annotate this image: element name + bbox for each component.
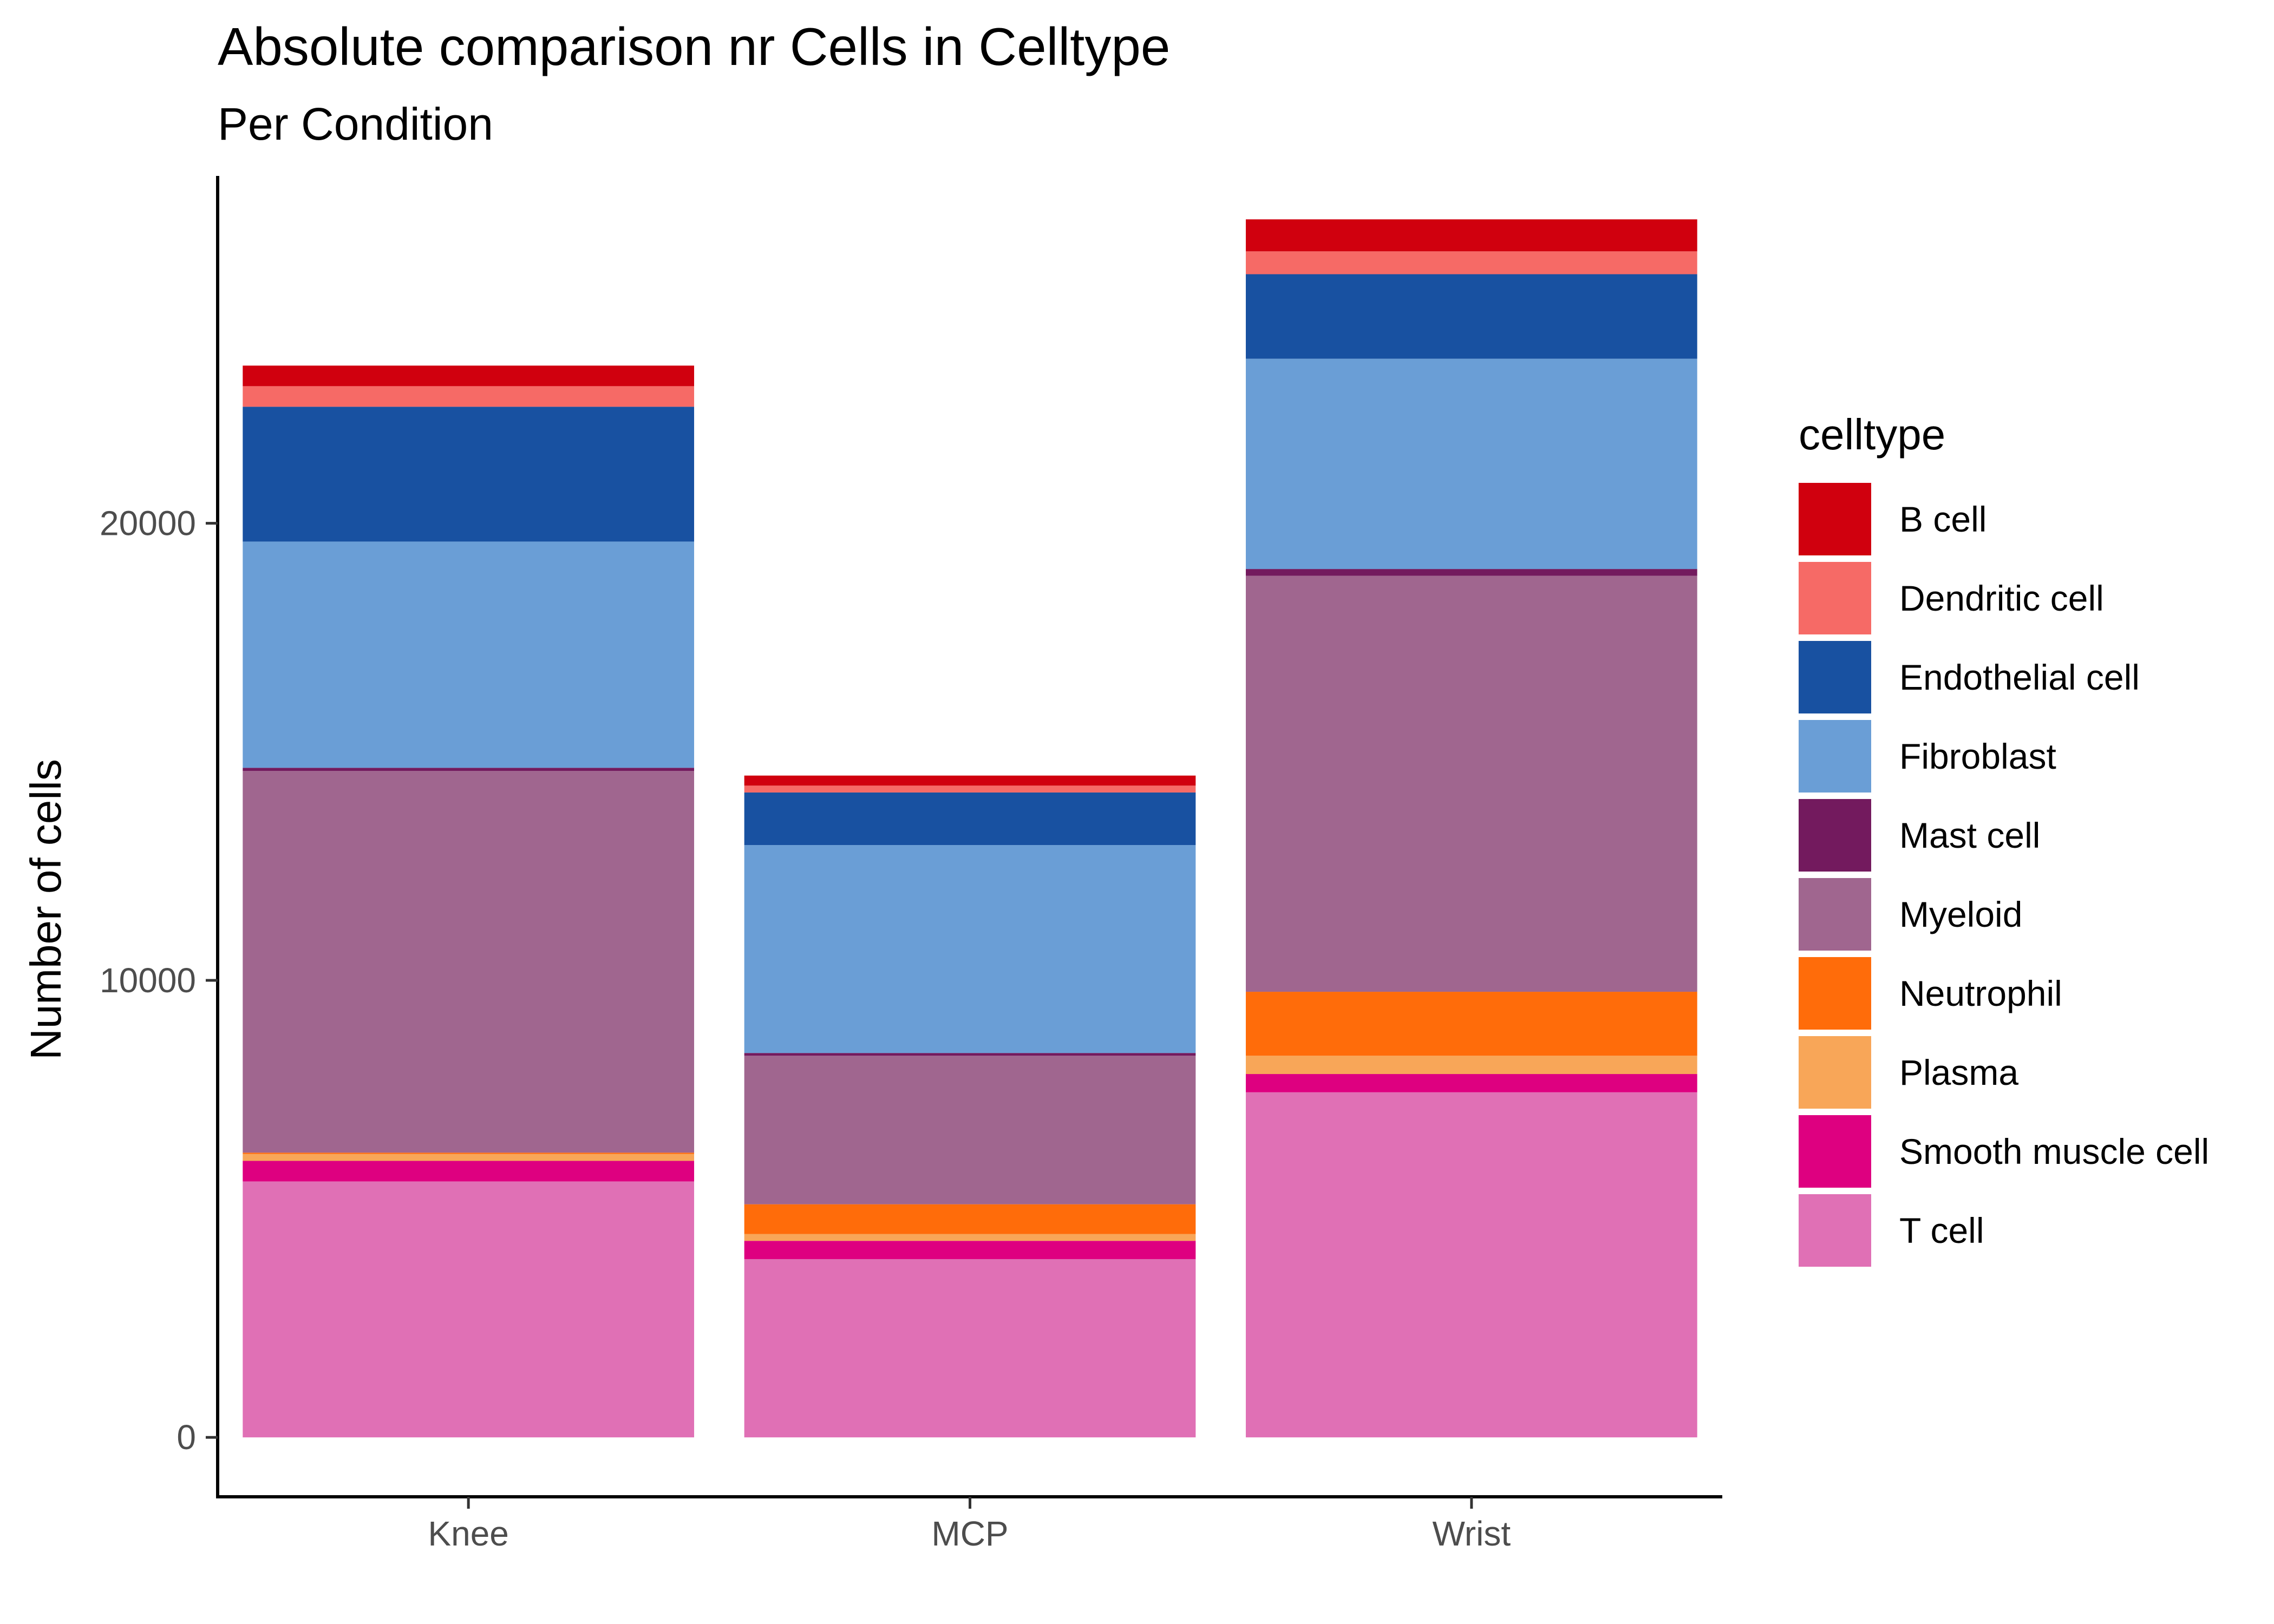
legend-label: Myeloid — [1899, 894, 2022, 934]
bar-segment-knee-plasma — [243, 1154, 695, 1161]
bar-segment-mcp-endothelial-cell — [744, 792, 1196, 846]
bar-segment-mcp-t-cell — [744, 1259, 1196, 1438]
bar-segment-knee-neutrophil — [243, 1152, 695, 1154]
bar-segment-knee-fibroblast — [243, 541, 695, 768]
legend-key-myeloid — [1799, 878, 1871, 951]
legend-key-endothelial-cell — [1799, 641, 1871, 713]
legend-label: Endothelial cell — [1899, 657, 2140, 697]
legend-key-neutrophil — [1799, 957, 1871, 1030]
bar-segment-mcp-myeloid — [744, 1056, 1196, 1204]
bar-segment-knee-smooth-muscle-cell — [243, 1161, 695, 1182]
bar-segment-knee-b-cell — [243, 365, 695, 387]
legend-key-t-cell — [1799, 1194, 1871, 1267]
y-axis-title: Number of cells — [22, 759, 70, 1060]
y-axis-ticks: 0 10000 20000 — [100, 504, 218, 1457]
bar-segment-wrist-dendritic-cell — [1245, 251, 1697, 274]
legend-key-plasma — [1799, 1036, 1871, 1109]
bar-segment-knee-endothelial-cell — [243, 407, 695, 542]
bar-segment-mcp-smooth-muscle-cell — [744, 1241, 1196, 1259]
bar-segment-wrist-smooth-muscle-cell — [1245, 1074, 1697, 1092]
bar-segment-knee-t-cell — [243, 1181, 695, 1438]
legend-key-mast-cell — [1799, 799, 1871, 872]
bar-segment-mcp-neutrophil — [744, 1204, 1196, 1234]
bar-segment-wrist-mast-cell — [1245, 569, 1697, 576]
legend-title: celltype — [1799, 410, 1945, 459]
legend-label: T cell — [1899, 1210, 1984, 1250]
legend-label: Mast cell — [1899, 815, 2040, 855]
bar-segment-wrist-endothelial-cell — [1245, 274, 1697, 359]
bar-stack-group — [243, 219, 1697, 1438]
y-tick-label: 10000 — [100, 961, 196, 1000]
bar-segment-wrist-b-cell — [1245, 219, 1697, 252]
y-tick-label: 0 — [177, 1418, 196, 1457]
y-tick-label: 20000 — [100, 504, 196, 543]
bar-segment-wrist-plasma — [1245, 1056, 1697, 1075]
legend-label: Neutrophil — [1899, 973, 2062, 1013]
bar-segment-wrist-myeloid — [1245, 575, 1697, 992]
legend-label: Plasma — [1899, 1052, 2018, 1092]
bar-segment-wrist-t-cell — [1245, 1092, 1697, 1438]
bar-segment-wrist-neutrophil — [1245, 992, 1697, 1056]
legend-label: Smooth muscle cell — [1899, 1131, 2209, 1171]
legend-label: Dendritic cell — [1899, 578, 2104, 618]
bar-segment-knee-dendritic-cell — [243, 386, 695, 407]
legend: celltype B cell Dendritic cell Endothelial… — [1799, 410, 2209, 1267]
bar-segment-mcp-dendritic-cell — [744, 785, 1196, 793]
legend-key-dendritic-cell — [1799, 562, 1871, 634]
legend-key-b-cell — [1799, 483, 1871, 555]
bar-segment-mcp-b-cell — [744, 775, 1196, 786]
x-tick-label: Knee — [428, 1514, 508, 1553]
legend-key-smooth-muscle-cell — [1799, 1115, 1871, 1188]
chart-title: Absolute comparison nr Cells in Celltype — [218, 17, 1170, 76]
bar-segment-mcp-fibroblast — [744, 845, 1196, 1053]
bar-segment-mcp-plasma — [744, 1234, 1196, 1241]
legend-label: B cell — [1899, 499, 1987, 539]
bar-segment-knee-mast-cell — [243, 768, 695, 771]
chart-subtitle: Per Condition — [218, 99, 493, 149]
x-tick-label: MCP — [931, 1514, 1008, 1553]
bar-segment-wrist-fibroblast — [1245, 358, 1697, 569]
bar-segment-knee-myeloid — [243, 771, 695, 1153]
legend-key-fibroblast — [1799, 720, 1871, 793]
x-tick-label: Wrist — [1433, 1514, 1511, 1553]
x-axis-ticks: Knee MCP Wrist — [428, 1497, 1511, 1553]
legend-label: Fibroblast — [1899, 736, 2056, 776]
bar-segment-mcp-mast-cell — [744, 1053, 1196, 1056]
legend-items: B cell Dendritic cell Endothelial cell Fibr… — [1799, 483, 2209, 1267]
